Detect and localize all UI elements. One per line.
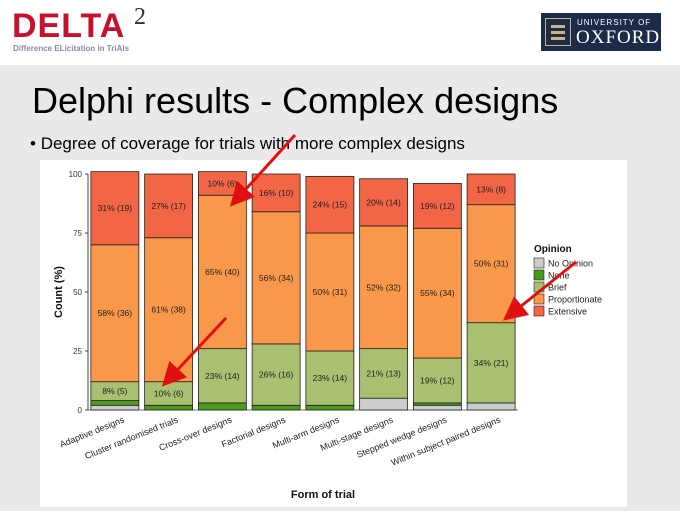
y-tick-label: 50 [73, 288, 82, 297]
data-label: 34% (21) [474, 358, 509, 368]
legend-swatch [533, 257, 545, 269]
annotation-arrow [229, 133, 297, 207]
oxford-logo: UNIVERSITY OF OXFORD [541, 13, 661, 51]
annotation-arrow [502, 260, 577, 321]
bar-segment [90, 171, 140, 246]
legend-title: Opinion [534, 244, 572, 255]
data-label: 61% (38) [151, 305, 186, 315]
slide-bullet-text: Degree of coverage for trials with more … [40, 134, 465, 153]
legend-label: Proportionate [548, 295, 602, 305]
data-label: 52% (32) [366, 282, 401, 292]
bar-segment [144, 237, 194, 383]
bar-segment [251, 343, 301, 406]
delta-logo-superscript: 2 [134, 4, 146, 30]
delta-logo-text: DELTA [12, 7, 126, 45]
bar-segment [144, 173, 194, 239]
data-label: 24% (15) [313, 200, 348, 210]
bar-segment [359, 397, 409, 411]
x-tick-label: Cluster randomised trials [83, 414, 179, 461]
data-label: 19% (12) [420, 376, 455, 386]
data-label: 21% (13) [366, 368, 401, 378]
slide-bullet: • Degree of coverage for trials with mor… [30, 134, 465, 153]
data-label: 16% (10) [259, 188, 294, 198]
bar-segment [412, 227, 462, 359]
bar-segment [412, 357, 462, 404]
bar-segment [412, 404, 462, 411]
data-label: 58% (36) [98, 308, 133, 318]
bar-segment [90, 400, 140, 406]
delta-logo: DELTA 2 Difference ELicitation in TriAls [12, 4, 172, 56]
oxford-logo-top: UNIVERSITY OF [577, 18, 652, 27]
slide-title: Delphi results - Complex designs [32, 80, 559, 121]
bar-segment [359, 225, 409, 350]
legend-label: Extensive [548, 307, 587, 317]
y-tick-label: 0 [78, 406, 83, 415]
annotation-arrow [161, 316, 228, 387]
data-label: 23% (14) [313, 373, 348, 383]
x-axis-label: Form of trial [291, 489, 355, 501]
bar-segment [466, 402, 516, 411]
y-tick-label: 100 [69, 170, 83, 179]
bar-segment [305, 404, 355, 411]
bar-segment [251, 211, 301, 345]
data-label: 31% (19) [98, 203, 133, 213]
y-axis-label: Count (%) [53, 266, 65, 318]
data-label: 8% (5) [102, 386, 127, 396]
data-label: 56% (34) [259, 273, 294, 283]
bar-segment [197, 348, 247, 404]
legend-swatch [533, 269, 545, 281]
data-label: 55% (34) [420, 288, 455, 298]
bar-segment [251, 173, 301, 213]
data-label: 13% (8) [476, 184, 506, 194]
data-label: 65% (40) [205, 267, 240, 277]
bar-segment [90, 404, 140, 411]
legend-label: Brief [548, 283, 567, 293]
delta-logo-subtitle: Difference ELicitation in TriAls [13, 44, 130, 53]
y-tick-label: 75 [73, 229, 82, 238]
y-tick-label: 25 [73, 347, 82, 356]
legend-swatch [533, 305, 545, 317]
slide-header: DELTA 2 Difference ELicitation in TriAls… [0, 0, 680, 65]
bar-segment [197, 402, 247, 411]
data-label: 20% (14) [366, 197, 401, 207]
bar-segment [466, 173, 516, 206]
bar-segment [359, 178, 409, 227]
data-label: 27% (17) [151, 201, 186, 211]
bar-segment [305, 350, 355, 406]
data-label: 50% (31) [474, 259, 509, 269]
data-label: 19% (12) [420, 201, 455, 211]
bar-segment [412, 183, 462, 229]
data-label: 10% (6) [154, 388, 184, 398]
oxford-logo-main: OXFORD [576, 27, 661, 48]
data-label: 26% (16) [259, 370, 294, 380]
bar-segment [305, 232, 355, 352]
chart-panel: 0 25 50 75 100 Count (%) Form of trial Adaptive… [40, 133, 627, 507]
data-label: 23% (14) [205, 371, 240, 381]
bar-segment [251, 404, 301, 411]
legend-swatch [533, 293, 545, 305]
legend-label: No Opinion [548, 259, 593, 269]
oxford-crest-icon [545, 18, 571, 46]
bar-segment [305, 175, 355, 234]
data-label: 10% (6) [207, 178, 237, 188]
data-label: 50% (31) [313, 287, 348, 297]
bar-segment [144, 404, 194, 411]
bar-segment [359, 348, 409, 399]
